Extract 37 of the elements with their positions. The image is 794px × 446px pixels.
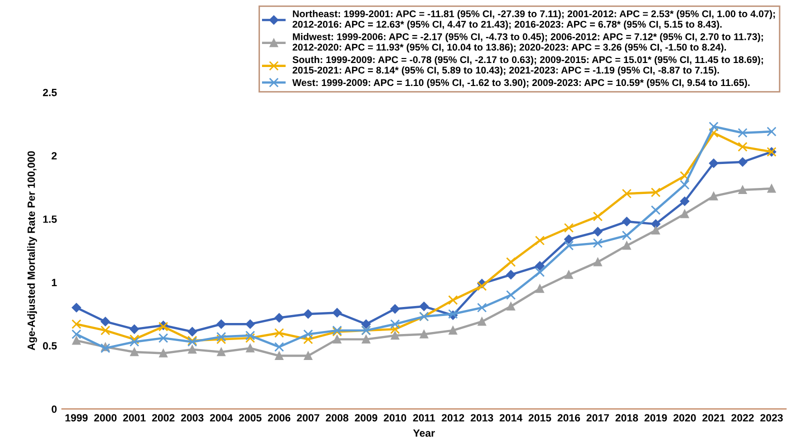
x-tick-label: 2022 — [731, 414, 754, 422]
y-tick-label: 0 — [52, 405, 57, 413]
x-tick-label: 2000 — [94, 414, 117, 422]
x-tick-label: 2014 — [500, 414, 522, 422]
x-tick-label: 2004 — [210, 414, 233, 422]
legend-label: Northeast: 1999-2001: APC = -11.81 (95% CI, -27.39 to 7.11); 2001-2012: APC = 2.53* (95% CI, 1.00 to 4.07); 2012-2016: APC = 12.63* (95% CI, 4.47 to 21.43); 2016-2023: APC = 6.78* (95% CI, 5.15 to 8.43). — [292, 10, 775, 30]
x-tick-label: 2013 — [470, 414, 494, 422]
x-tick-label: 2012 — [442, 414, 464, 422]
x-tick-label: 2018 — [616, 414, 638, 422]
x-tick-label: 2001 — [123, 414, 146, 422]
legend-label: Midwest: 1999-2006: APC = -2.17 (95% CI, -4.73 to 0.45); 2006-2012: APC = 7.12* (95% CI, 2.70 to 11.73); 2012-2020: APC = 11.93* (95% CI, 10.04 to 13.86); 2020-2023: APC = 3.26 (95% CI, -1.50 to 8.24). — [292, 33, 763, 53]
x-tick-label: 2021 — [702, 414, 725, 422]
x-tick-label: 2006 — [268, 414, 290, 422]
x-tick-label: 2023 — [760, 414, 783, 422]
x-tick-label: 2007 — [296, 414, 320, 422]
x-tick-label: 2020 — [673, 414, 696, 422]
y-tick-label: 1 — [52, 278, 57, 286]
x-tick-label: 2005 — [238, 414, 262, 422]
x-tick-label: 2010 — [384, 414, 406, 422]
x-tick-label: 2016 — [558, 414, 580, 422]
x-tick-label: 2003 — [181, 414, 204, 422]
y-tick-label: 2.5 — [42, 88, 57, 96]
x-tick-label: 2011 — [413, 414, 436, 422]
x-tick-label: 2017 — [586, 414, 609, 422]
y-axis-title: Age-Adjusted Mortality Rate Per 100,000 — [27, 151, 38, 350]
legend-label: West: 1999-2009: APC = 1.10 (95% CI, -1.62 to 3.90); 2009-2023: APC = 10.59* (95% CI, 9.54 to 11.65). — [292, 78, 750, 88]
x-axis-title: Year — [413, 429, 435, 437]
x-tick-label: 2008 — [326, 414, 348, 422]
y-tick-label: 2 — [52, 152, 57, 160]
x-tick-label: 2002 — [152, 414, 174, 422]
y-tick-label: 0.5 — [43, 342, 57, 350]
y-tick-label: 1.5 — [43, 216, 57, 223]
x-tick-label: 2019 — [644, 414, 667, 422]
x-tick-label: 2015 — [528, 414, 552, 422]
x-tick-label: 1999 — [65, 414, 88, 422]
x-tick-label: 2009 — [354, 414, 378, 422]
legend-label: South: 1999-2009: APC = -0.78 (95% CI, -2.17 to 0.63); 2009-2015: APC = 15.01* (95% CI, 11.45 to 18.69); 2015-2021: APC = 8.14* (95% CI, 5.89 to 10.43); 2021-2023: APC = -1.19 (95% CI, -8.87 to 7.15). — [292, 56, 763, 76]
